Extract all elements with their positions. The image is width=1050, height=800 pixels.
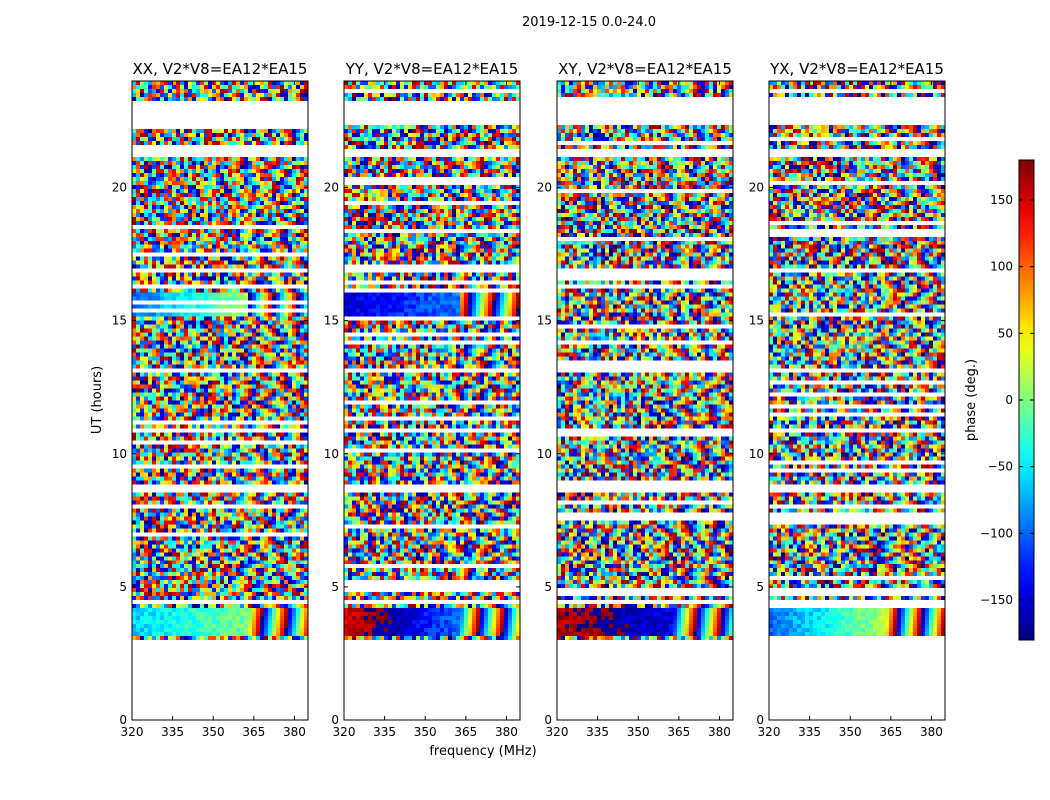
x-tick-label: 350 — [627, 725, 650, 739]
x-tick-label: 365 — [454, 725, 477, 739]
x-tick-label: 320 — [121, 725, 144, 739]
y-tick-label: 5 — [544, 580, 552, 594]
x-tick-label: 380 — [283, 725, 306, 739]
x-tick-label: 380 — [920, 725, 943, 739]
panel-title: XX, V2*V8=EA12*EA15 — [133, 60, 308, 78]
y-tick-label: 0 — [756, 713, 764, 727]
panel-title: YX, V2*V8=EA12*EA15 — [769, 60, 944, 78]
x-axis-label: frequency (MHz) — [429, 744, 536, 759]
y-tick-label: 15 — [324, 314, 339, 328]
y-tick-label: 10 — [324, 447, 339, 461]
panel-xx: XX, V2*V8=EA12*EA15 320 335 350 365 380 0 5 10 15… — [112, 60, 309, 739]
colorbar-tick-label: −50 — [988, 460, 1013, 474]
y-tick-label: 10 — [112, 447, 127, 461]
panel-yy: YY, V2*V8=EA12*EA15 320 335 350 365 380 0 5 10 15… — [324, 60, 521, 739]
colorbar-tick-label: 100 — [990, 260, 1013, 274]
panel-frame — [556, 80, 734, 721]
panel-xy: XY, V2*V8=EA12*EA15 320 335 350 365 380 0 5 10 15… — [537, 60, 734, 739]
x-tick-label: 365 — [667, 725, 690, 739]
colorbar: −150 −100 −50 0 50 100 150 — [980, 159, 1035, 641]
phase-waterfall-image — [344, 81, 520, 720]
x-tick-label: 320 — [546, 725, 569, 739]
x-tick-label: 365 — [879, 725, 902, 739]
y-tick-label: 20 — [112, 181, 127, 195]
colorbar-tick-label: 50 — [998, 326, 1013, 340]
phase-waterfall-image — [132, 81, 308, 720]
x-tick-label: 335 — [586, 725, 609, 739]
y-tick-label: 0 — [544, 713, 552, 727]
y-tick-label: 20 — [749, 181, 764, 195]
x-tick-label: 380 — [495, 725, 518, 739]
phase-waterfall-image — [769, 81, 945, 720]
colorbar-tick-label: 150 — [990, 193, 1013, 207]
panel-title: XY, V2*V8=EA12*EA15 — [558, 60, 732, 78]
panel-frame — [131, 80, 309, 721]
colorbar-label: phase (deg.) — [964, 359, 979, 441]
x-tick-label: 335 — [373, 725, 396, 739]
x-tick-label: 335 — [798, 725, 821, 739]
y-tick-label: 15 — [749, 314, 764, 328]
panel-yx: YX, V2*V8=EA12*EA15 320 335 350 365 380 0 5 10 15… — [749, 60, 946, 739]
y-tick-label: 20 — [537, 181, 552, 195]
x-tick-label: 365 — [242, 725, 265, 739]
y-tick-label: 0 — [331, 713, 339, 727]
y-tick-label: 5 — [756, 580, 764, 594]
colorbar-tick-label: 0 — [1005, 393, 1013, 407]
x-tick-label: 350 — [839, 725, 862, 739]
x-tick-label: 350 — [202, 725, 225, 739]
y-tick-label: 15 — [537, 314, 552, 328]
y-axis-label: UT (hours) — [90, 366, 105, 434]
panel-frame — [343, 80, 521, 721]
y-tick-label: 5 — [119, 580, 127, 594]
y-tick-label: 20 — [324, 181, 339, 195]
y-tick-label: 0 — [119, 713, 127, 727]
y-tick-label: 5 — [331, 580, 339, 594]
x-tick-label: 350 — [414, 725, 437, 739]
panel-frame — [768, 80, 946, 721]
x-tick-label: 335 — [161, 725, 184, 739]
y-tick-label: 10 — [537, 447, 552, 461]
colorbar-tick-label: −150 — [980, 593, 1013, 607]
y-tick-label: 15 — [112, 314, 127, 328]
colorbar-tick-label: −100 — [980, 526, 1013, 540]
y-tick-label: 10 — [749, 447, 764, 461]
panels-group: XX, V2*V8=EA12*EA15 320 335 350 365 380 0 5 10 15… — [112, 60, 946, 739]
x-tick-label: 320 — [758, 725, 781, 739]
x-tick-label: 320 — [333, 725, 356, 739]
phase-waterfall-image — [557, 81, 733, 720]
figure-title: 2019-12-15 0.0-24.0 — [522, 15, 656, 30]
x-tick-label: 380 — [708, 725, 731, 739]
panel-title: YY, V2*V8=EA12*EA15 — [345, 60, 519, 78]
